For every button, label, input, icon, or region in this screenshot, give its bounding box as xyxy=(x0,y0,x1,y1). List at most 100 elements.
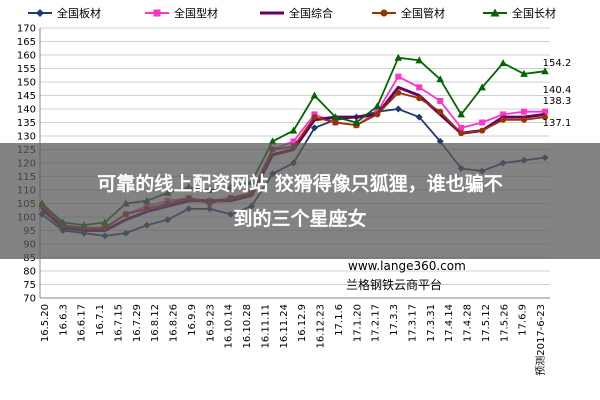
data-point xyxy=(331,113,340,121)
overlay-banner xyxy=(0,143,600,259)
data-point xyxy=(520,69,528,77)
data-point xyxy=(289,126,298,134)
x-tick-label: 预测2017-6-23 xyxy=(534,304,547,376)
x-tick-label: 16.6.17 xyxy=(77,304,88,342)
data-point xyxy=(542,108,548,115)
y-tick-label: 135 xyxy=(17,118,36,129)
x-tick-label: 17.1.6 xyxy=(334,304,345,336)
legend-label: 全国型材 xyxy=(174,6,218,20)
x-tick-label: 16.9.23 xyxy=(205,304,216,342)
data-point xyxy=(394,53,403,61)
x-tick-label: 16.6.3 xyxy=(58,304,69,336)
end-value-label: 140.4 xyxy=(543,85,572,96)
data-point xyxy=(352,118,361,126)
legend-marker xyxy=(153,9,161,17)
data-point xyxy=(290,138,297,145)
data-point xyxy=(373,102,382,110)
legend-label: 全国长材 xyxy=(512,6,556,20)
data-point xyxy=(415,56,424,64)
data-point xyxy=(437,97,444,104)
y-tick-label: 75 xyxy=(23,280,36,291)
x-tick-label: 16.7.15 xyxy=(113,304,124,342)
end-value-label: 138.3 xyxy=(543,96,572,107)
x-tick-label: 16.7.29 xyxy=(132,304,143,342)
x-tick-label: 16.8.26 xyxy=(169,304,180,342)
legend-item: 全国管材 xyxy=(372,6,445,20)
data-point xyxy=(500,116,507,123)
data-point xyxy=(521,116,528,123)
x-tick-label: 17.3.17 xyxy=(407,304,418,342)
x-tick-label: 17.2.17 xyxy=(371,304,382,342)
y-tick-label: 140 xyxy=(17,105,36,116)
x-tick-label: 17.5.12 xyxy=(481,304,492,342)
x-tick-label: 16.11.11 xyxy=(260,304,271,349)
x-tick-label: 16.12.9 xyxy=(297,304,308,342)
y-tick-label: 130 xyxy=(17,132,36,143)
x-tick-label: 16.9.9 xyxy=(187,304,198,336)
x-tick-label: 16.10.28 xyxy=(242,304,253,349)
x-tick-label: 16.5.20 xyxy=(40,304,51,342)
x-tick-label: 16.11.24 xyxy=(279,304,290,349)
y-tick-label: 145 xyxy=(17,91,36,102)
legend-label: 全国板材 xyxy=(57,6,101,20)
x-tick-label: 17.1.20 xyxy=(352,304,363,342)
data-point xyxy=(457,110,465,118)
data-point xyxy=(374,111,381,118)
data-point xyxy=(499,59,507,67)
legend-item: 全国型材 xyxy=(145,6,218,20)
watermark-url: www.lange360.com xyxy=(348,259,466,273)
end-value-label: 154.2 xyxy=(543,58,572,69)
chart-legend: 全国板材 全国型材 全国综合 全国管材 全国长材 xyxy=(28,6,556,20)
data-point xyxy=(395,89,402,96)
data-point xyxy=(311,114,318,121)
y-tick-label: 160 xyxy=(17,51,36,62)
data-point xyxy=(268,137,277,145)
x-tick-label: 17.4.14 xyxy=(444,304,455,342)
end-value-label: 137.1 xyxy=(543,118,572,129)
legend-item: 全国长材 xyxy=(483,6,556,20)
data-point xyxy=(479,127,486,134)
y-tick-label: 150 xyxy=(17,78,36,89)
data-point xyxy=(500,111,507,118)
data-point xyxy=(437,108,444,115)
legend-marker xyxy=(36,9,44,17)
y-tick-label: 165 xyxy=(17,37,36,48)
x-tick-label: 17.4.28 xyxy=(463,304,474,342)
x-tick-label: 17.6.9 xyxy=(518,304,529,336)
data-point xyxy=(310,124,318,132)
data-point xyxy=(479,119,486,126)
data-point xyxy=(416,84,423,91)
data-point xyxy=(521,108,528,115)
data-point xyxy=(478,83,486,91)
watermark-cn: 兰格钢铁云商平台 xyxy=(346,277,442,292)
legend-marker xyxy=(490,8,500,17)
data-point xyxy=(541,67,549,75)
data-point xyxy=(458,124,465,131)
y-tick-label: 155 xyxy=(17,64,36,75)
x-tick-label: 17.5.26 xyxy=(499,304,510,342)
y-tick-label: 170 xyxy=(17,24,36,35)
x-axis: 16.5.20 16.6.3 16.6.17 16.7.1 16.7.15 16.7.29… xyxy=(40,304,547,376)
data-point xyxy=(310,91,319,99)
x-tick-label: 16.7.1 xyxy=(95,304,106,336)
x-tick-label: 17.3.31 xyxy=(426,304,437,342)
data-point xyxy=(436,75,445,83)
y-tick-label: 80 xyxy=(23,267,36,278)
y-tick-label: 70 xyxy=(23,294,36,305)
legend-item: 全国板材 xyxy=(28,6,101,20)
data-point xyxy=(394,105,402,113)
x-tick-label: 16.8.12 xyxy=(150,304,161,342)
data-point xyxy=(458,130,465,137)
overlay-line-1: 可靠的线上配资网站 狡猾得像只狐狸，谁也骗不 xyxy=(97,172,503,195)
x-tick-label: 16.12.23 xyxy=(316,304,327,349)
data-point xyxy=(395,73,402,80)
data-point xyxy=(415,113,423,121)
data-point xyxy=(416,95,423,102)
x-tick-label: 16.10.14 xyxy=(224,304,235,349)
x-tick-label: 17.3.3 xyxy=(389,304,400,336)
legend-label: 全国管材 xyxy=(401,6,445,20)
legend-item: 全国综合 xyxy=(260,6,333,20)
legend-marker xyxy=(380,9,388,17)
